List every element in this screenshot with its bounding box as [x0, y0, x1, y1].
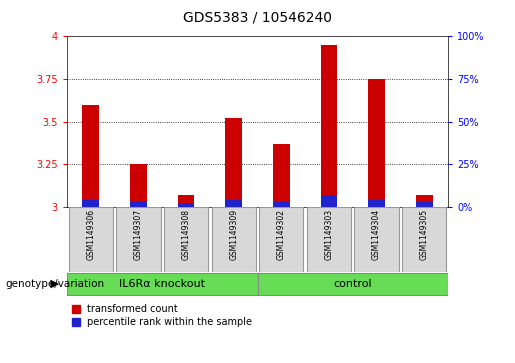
Bar	[307, 207, 351, 272]
Text: GSM1149304: GSM1149304	[372, 209, 381, 260]
Bar	[178, 195, 194, 207]
Bar	[273, 202, 289, 207]
Text: GSM1149303: GSM1149303	[324, 209, 333, 260]
Bar	[416, 202, 433, 207]
Bar	[130, 202, 147, 207]
Text: GDS5383 / 10546240: GDS5383 / 10546240	[183, 11, 332, 25]
Bar	[321, 45, 337, 207]
Legend: transformed count, percentile rank within the sample: transformed count, percentile rank withi…	[72, 304, 252, 327]
Text: control: control	[334, 279, 372, 289]
Bar	[212, 207, 256, 272]
Bar	[259, 207, 303, 272]
Text: genotype/variation: genotype/variation	[5, 279, 104, 289]
Bar	[354, 207, 399, 272]
Bar	[226, 200, 242, 207]
Bar	[82, 105, 99, 207]
Polygon shape	[50, 280, 59, 288]
Bar	[273, 144, 289, 207]
Bar	[67, 273, 258, 295]
Bar	[178, 204, 194, 207]
Bar	[82, 200, 99, 207]
Bar	[130, 164, 147, 207]
Bar	[226, 118, 242, 207]
Bar	[164, 207, 208, 272]
Bar	[368, 79, 385, 207]
Bar	[416, 195, 433, 207]
Bar	[116, 207, 161, 272]
Text: GSM1149305: GSM1149305	[420, 209, 428, 260]
Text: GSM1149309: GSM1149309	[229, 209, 238, 260]
Text: GSM1149308: GSM1149308	[182, 209, 191, 260]
Bar	[68, 207, 113, 272]
Text: GSM1149302: GSM1149302	[277, 209, 286, 260]
Bar	[402, 207, 447, 272]
Text: GSM1149307: GSM1149307	[134, 209, 143, 260]
Bar	[258, 273, 448, 295]
Text: GSM1149306: GSM1149306	[87, 209, 95, 260]
Bar	[368, 200, 385, 207]
Bar	[321, 195, 337, 207]
Text: IL6Rα knockout: IL6Rα knockout	[119, 279, 205, 289]
